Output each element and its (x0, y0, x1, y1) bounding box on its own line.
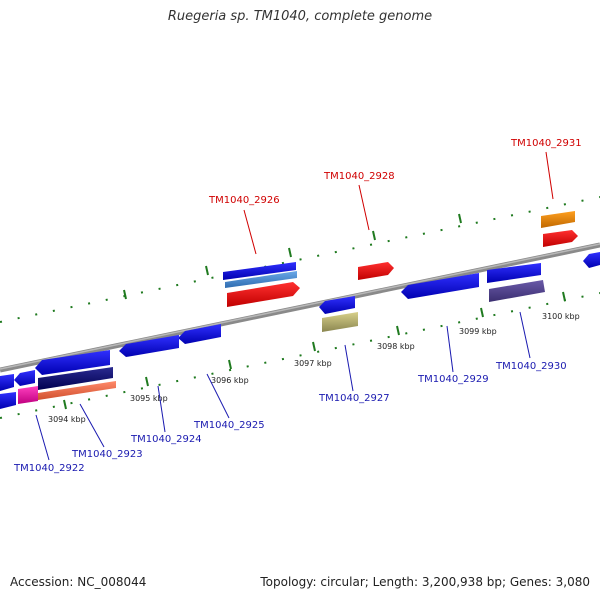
lower-tick-row (0, 292, 600, 419)
gene-label[interactable]: TM1040_2926 (208, 195, 280, 206)
label-leader (243, 209, 257, 255)
accession-text: Accession: NC_008044 (10, 575, 147, 589)
gene-arrow[interactable] (543, 230, 578, 247)
gene-arrow[interactable] (489, 280, 545, 302)
label-leader (79, 403, 105, 448)
genome-summary-text: Topology: circular; Length: 3,200,938 bp… (260, 575, 590, 589)
major-tick (145, 376, 149, 387)
gene-label[interactable]: TM1040_2924 (130, 434, 202, 445)
gene-arrow[interactable] (319, 296, 355, 314)
major-tick (288, 247, 292, 258)
gene-label[interactable]: TM1040_2922 (13, 463, 85, 474)
label-leader (446, 325, 454, 373)
major-tick (63, 399, 67, 410)
scale-label: 3097 kbp (294, 359, 332, 368)
gene-arrow[interactable] (0, 392, 16, 409)
gene-arrow[interactable] (227, 282, 300, 307)
gene-arrow[interactable] (583, 252, 600, 268)
gene-label[interactable]: TM1040_2927 (318, 393, 390, 404)
gene-arrow[interactable] (35, 350, 110, 375)
scale-label: 3096 kbp (211, 376, 249, 385)
map-title: Ruegeria sp. TM1040, complete genome (167, 9, 433, 24)
major-tick (562, 291, 566, 302)
gene-arrow[interactable] (322, 312, 358, 332)
gene-label[interactable]: TM1040_2925 (193, 420, 265, 431)
gene-arrow[interactable] (0, 374, 14, 391)
gene-arrow[interactable] (119, 335, 179, 357)
gene-arrow[interactable] (18, 386, 38, 404)
label-leader (35, 414, 50, 461)
label-leader (157, 385, 166, 433)
major-tick (205, 265, 209, 276)
genome-backbone-highlight (0, 243, 600, 370)
gene-arrow[interactable] (223, 262, 296, 280)
scale-label: 3098 kbp (377, 342, 415, 351)
scale-label: 3100 kbp (542, 312, 580, 321)
gene-arrow[interactable] (178, 324, 221, 344)
upper-tick-row (0, 196, 600, 323)
genome-backbone (0, 242, 600, 373)
major-tick (312, 341, 316, 352)
gene-arrow[interactable] (14, 370, 35, 386)
label-leader (206, 373, 230, 419)
major-tick (123, 289, 127, 300)
gene-arrow[interactable] (38, 367, 113, 390)
gene-label[interactable]: TM1040_2930 (495, 361, 567, 372)
gene-arrow[interactable] (358, 262, 394, 280)
gene-label[interactable]: TM1040_2928 (323, 171, 395, 182)
label-leader (545, 151, 554, 200)
gene-label[interactable]: TM1040_2929 (417, 374, 489, 385)
major-tick (228, 359, 232, 370)
major-tick (458, 213, 462, 224)
gene-arrow[interactable] (487, 263, 541, 283)
scale-label: 3094 kbp (48, 415, 86, 424)
major-tick (480, 307, 484, 318)
label-leader (344, 344, 354, 392)
gene-arrow[interactable] (225, 271, 297, 288)
scale-label: 3095 kbp (130, 394, 168, 403)
gene-arrow[interactable] (541, 211, 575, 228)
major-tick (396, 325, 400, 336)
major-tick (372, 230, 376, 241)
label-leader (519, 311, 531, 359)
gene-arrow[interactable] (38, 381, 116, 400)
gene-label[interactable]: TM1040_2923 (71, 449, 143, 460)
scale-label: 3099 kbp (459, 327, 497, 336)
gene-arrow[interactable] (401, 273, 479, 299)
gene-label[interactable]: TM1040_2931 (510, 138, 582, 149)
label-leader (358, 184, 370, 231)
